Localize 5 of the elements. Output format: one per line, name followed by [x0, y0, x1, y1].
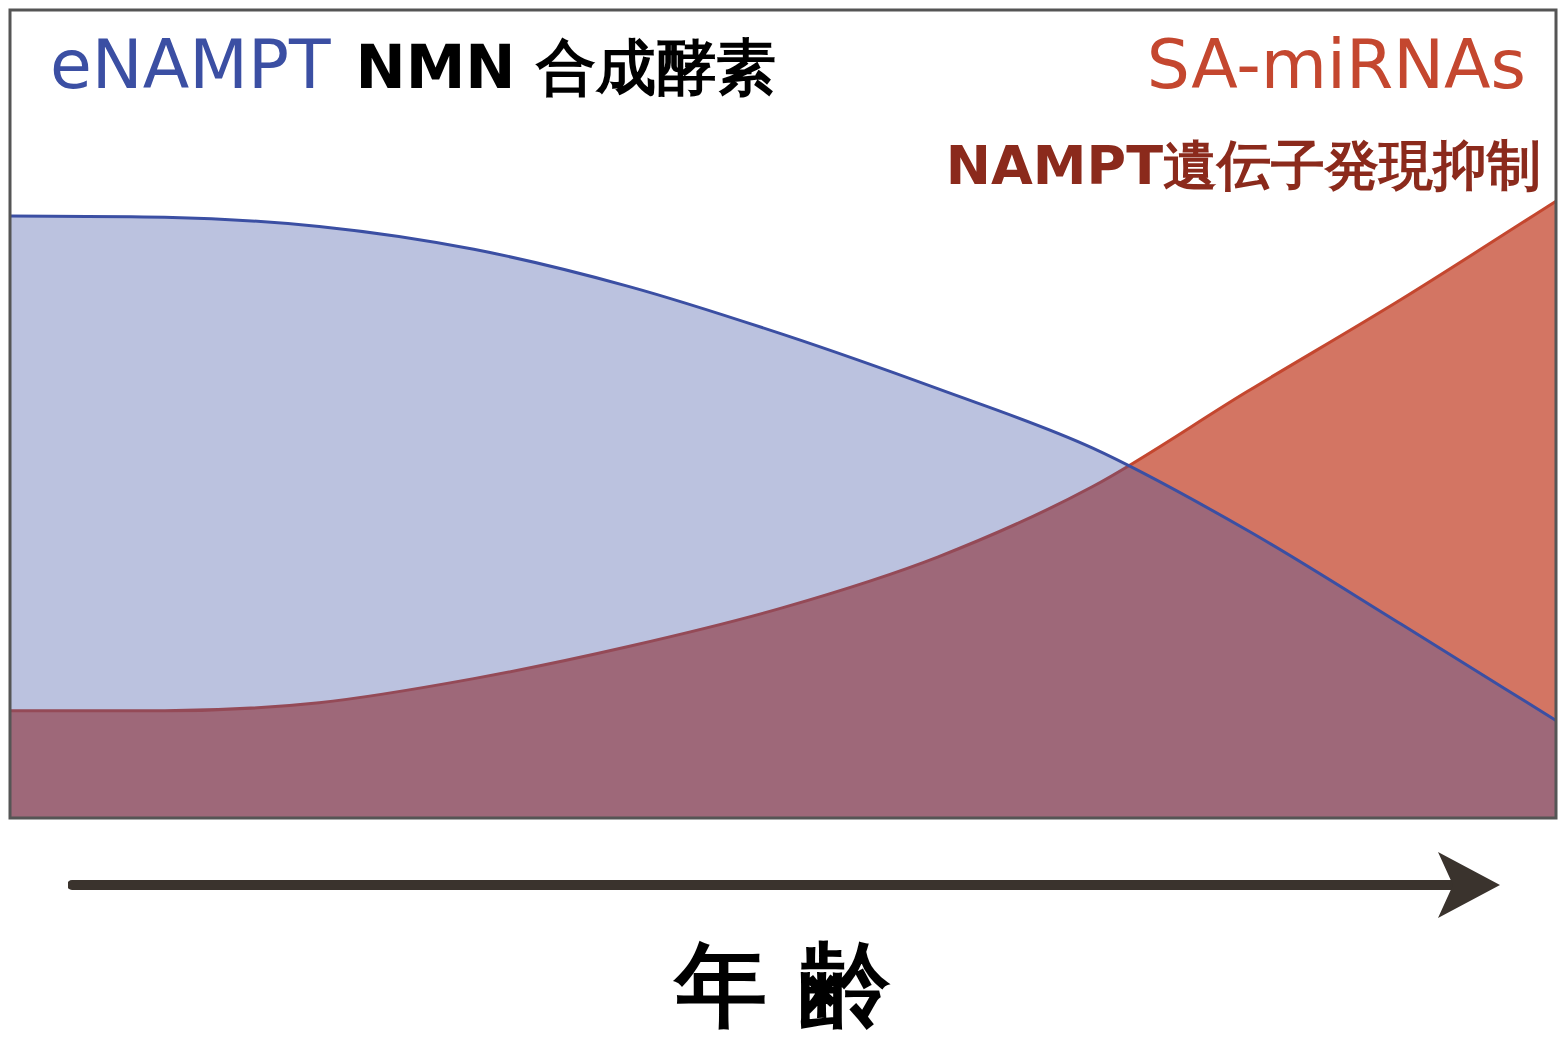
- text: NAMPT遺伝子発現抑制: [945, 134, 1541, 198]
- x-axis-title: 年 齢: [672, 931, 892, 1041]
- series-label: SA-miRNAs: [1146, 24, 1526, 104]
- series-label: eNAMPT: [50, 24, 331, 104]
- text: NMN 合成酵素: [355, 31, 777, 102]
